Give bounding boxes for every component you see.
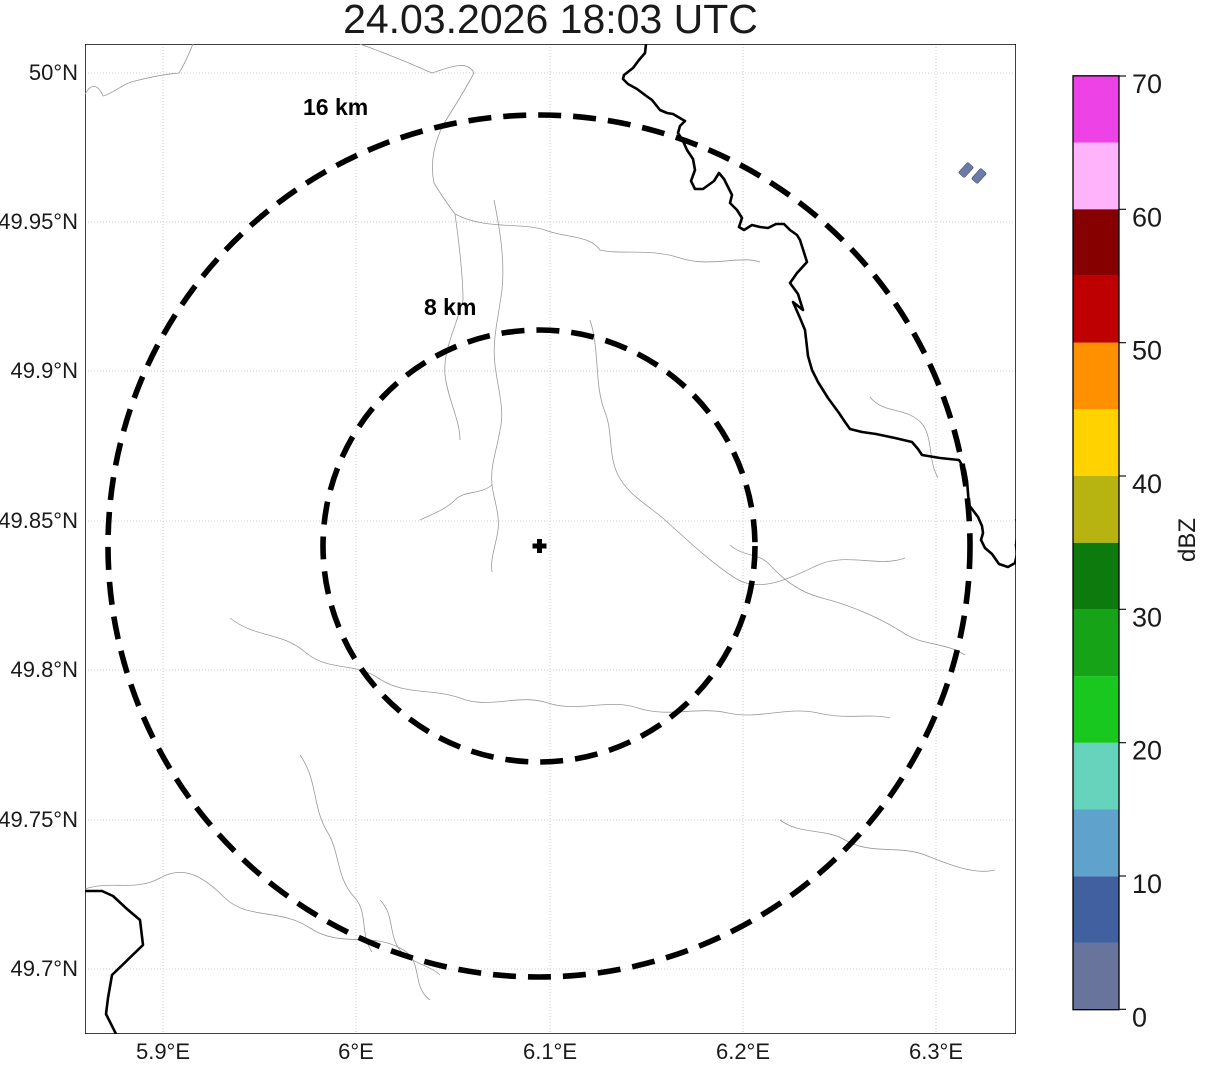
svg-text:8 km: 8 km: [424, 294, 476, 320]
svg-text:30: 30: [1132, 602, 1162, 632]
svg-text:60: 60: [1132, 202, 1162, 232]
svg-text:49.8°N: 49.8°N: [10, 657, 78, 682]
svg-text:6.1°E: 6.1°E: [523, 1039, 577, 1064]
svg-text:16 km: 16 km: [303, 94, 368, 120]
svg-text:50: 50: [1132, 336, 1162, 366]
svg-text:6°E: 6°E: [338, 1039, 374, 1064]
svg-text:50°N: 50°N: [29, 60, 78, 85]
svg-text:49.95°N: 49.95°N: [0, 209, 78, 234]
svg-text:49.75°N: 49.75°N: [0, 807, 78, 832]
svg-text:49.9°N: 49.9°N: [10, 358, 78, 383]
svg-text:10: 10: [1132, 869, 1162, 899]
svg-text:6.2°E: 6.2°E: [716, 1039, 770, 1064]
svg-text:20: 20: [1132, 736, 1162, 766]
svg-text:0: 0: [1132, 1002, 1147, 1032]
svg-text:49.7°N: 49.7°N: [10, 956, 78, 981]
svg-text:6.3°E: 6.3°E: [909, 1039, 963, 1064]
svg-text:40: 40: [1132, 469, 1162, 499]
svg-text:5.9°E: 5.9°E: [136, 1039, 190, 1064]
svg-text:dBZ: dBZ: [1174, 518, 1201, 562]
svg-text:49.85°N: 49.85°N: [0, 508, 78, 533]
svg-text:70: 70: [1132, 69, 1162, 99]
